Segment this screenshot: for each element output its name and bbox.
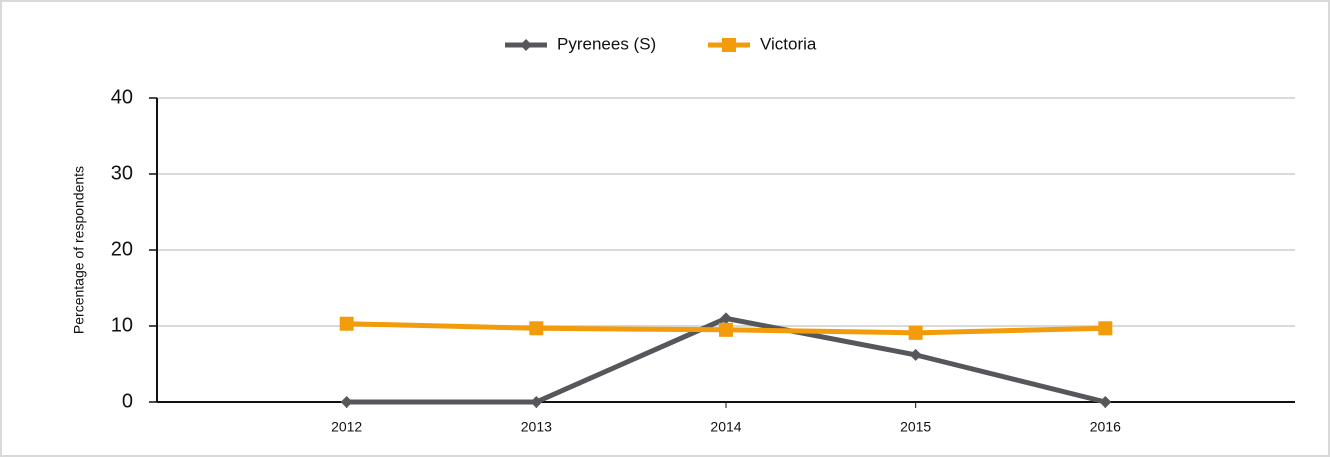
- point: [1099, 396, 1112, 408]
- point: [339, 316, 354, 331]
- point: [1098, 321, 1113, 336]
- x-tick-label: 2016: [1090, 419, 1121, 435]
- legend-label: Pyrenees (S): [557, 34, 656, 53]
- x-tick-label: 2012: [331, 419, 362, 435]
- point: [720, 312, 732, 325]
- legend-marker: [520, 39, 532, 51]
- point: [529, 321, 544, 336]
- y-tick-label: 30: [111, 162, 133, 184]
- point: [340, 396, 353, 408]
- y-tick-label: 10: [111, 314, 133, 336]
- point: [530, 396, 543, 408]
- x-tick-label: 2015: [900, 419, 931, 435]
- x-tick-label: 2013: [521, 419, 552, 435]
- point: [719, 322, 733, 337]
- legend-marker: [722, 38, 736, 52]
- y-tick-label: 20: [111, 238, 133, 260]
- y-axis-label: Percentage of respondents: [71, 166, 87, 334]
- point: [908, 325, 923, 340]
- x-tick-label: 2014: [710, 419, 741, 435]
- point: [909, 348, 922, 361]
- y-tick-label: 40: [111, 86, 133, 108]
- legend-label: Victoria: [760, 34, 817, 53]
- y-tick-label: 0: [122, 390, 133, 412]
